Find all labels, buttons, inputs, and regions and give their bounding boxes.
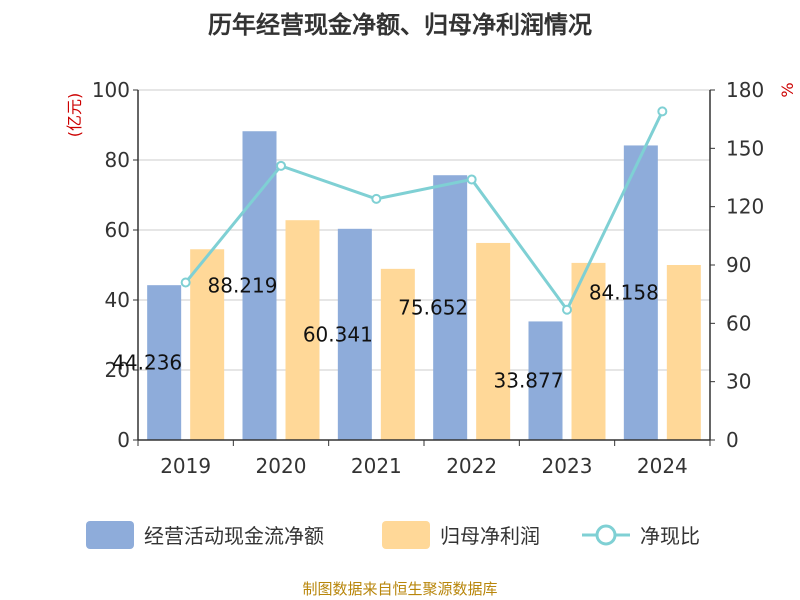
bar-net-profit-2023[interactable]	[571, 262, 606, 440]
legend-label-ratio[interactable]: 净现比	[640, 524, 700, 548]
y-left-unit-label: (亿元)	[65, 93, 84, 138]
y-left-tick-label: 80	[105, 148, 130, 172]
y-right-tick-label: 180	[726, 78, 764, 102]
legend-marker-ratio[interactable]	[595, 524, 617, 546]
data-label-cashflow-2024: 84.158	[589, 281, 659, 305]
bar-cashflow-2021[interactable]	[337, 228, 372, 440]
y-left-tick-label: 100	[92, 78, 130, 102]
bar-cashflow-2020[interactable]	[242, 131, 277, 440]
legend: 经营活动现金流净额 归母净利润 净现比	[86, 521, 700, 549]
ratio-point-2023[interactable]	[562, 304, 572, 315]
y-left-tick-label: 60	[105, 218, 130, 242]
bar-net-profit-2022[interactable]	[476, 242, 511, 440]
bar-net-profit-2024[interactable]	[666, 265, 701, 440]
bar-cashflow-2023[interactable]	[528, 321, 563, 440]
axes: 0 20 40 60 80 100 0 30 60 90 120 150 180 2019 2020 2021…	[92, 78, 764, 478]
data-labels: 44.236 88.219 60.341 75.652 33.877 84.158	[112, 274, 659, 393]
data-label-cashflow-2019: 44.236	[112, 351, 182, 375]
ratio-point-2022[interactable]	[466, 174, 477, 185]
ratio-point-2020[interactable]	[276, 160, 286, 171]
ratio-point-2019[interactable]	[180, 277, 191, 288]
bar-net-profit-2019[interactable]	[190, 249, 225, 440]
ratio-point-2021[interactable]	[371, 193, 382, 204]
source-note: 制图数据来自恒生聚源数据库	[302, 580, 497, 598]
bar-cashflow-2019[interactable]	[147, 285, 182, 440]
y-left-tick-label: 40	[105, 288, 130, 312]
data-label-cashflow-2021: 60.341	[303, 322, 373, 346]
x-tick-label: 2022	[446, 454, 497, 478]
y-right-tick-label: 120	[726, 195, 764, 219]
legend-label-net-profit[interactable]: 归母净利润	[440, 524, 540, 548]
legend-swatch-cashflow[interactable]	[86, 521, 134, 549]
bars	[147, 131, 701, 440]
x-tick-label: 2020	[256, 454, 307, 478]
bar-net-profit-2020[interactable]	[285, 220, 320, 440]
ratio-line	[180, 106, 668, 315]
y-left-tick-label: 20	[105, 358, 130, 382]
data-label-cashflow-2022: 75.652	[398, 296, 468, 320]
bar-net-profit-2021[interactable]	[380, 268, 415, 440]
x-tick-label: 2024	[637, 454, 688, 478]
bar-cashflow-2022[interactable]	[433, 175, 468, 440]
chart-title: 历年经营现金净额、归母净利润情况	[208, 11, 592, 39]
y-right-tick-label: 0	[726, 428, 739, 452]
bar-cashflow-2024[interactable]	[623, 145, 658, 440]
x-tick-label: 2021	[351, 454, 402, 478]
y-right-tick-label: 150	[726, 136, 764, 160]
data-label-cashflow-2023: 33.877	[494, 369, 564, 393]
ratio-point-2024[interactable]	[657, 106, 668, 117]
data-label-cashflow-2020: 88.219	[208, 274, 278, 298]
ratio-line-path	[184, 110, 664, 313]
legend-swatch-net-profit[interactable]	[382, 521, 430, 549]
x-tick-label: 2023	[542, 454, 593, 478]
legend-label-cashflow[interactable]: 经营活动现金流净额	[144, 524, 324, 548]
y-right-tick-label: 90	[726, 253, 751, 277]
x-tick-label: 2019	[160, 454, 211, 478]
y-right-unit-label: %	[778, 82, 797, 97]
y-right-tick-label: 30	[726, 370, 751, 394]
y-left-tick-label: 0	[117, 428, 130, 452]
y-right-tick-label: 60	[726, 311, 751, 335]
